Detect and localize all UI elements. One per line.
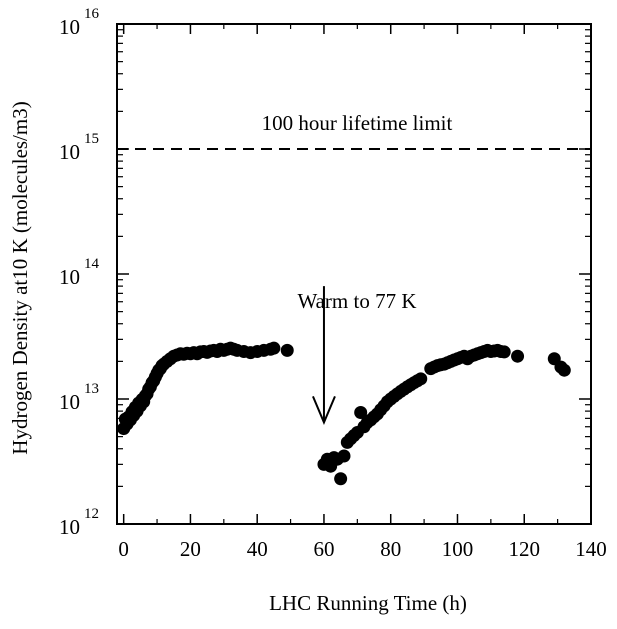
warm-annotation-label: Warm to 77 K bbox=[297, 289, 416, 313]
data-point bbox=[557, 363, 571, 377]
annotation-layer bbox=[312, 286, 336, 425]
y-tick-label: 10 bbox=[59, 515, 80, 539]
data-points bbox=[117, 341, 571, 486]
lifetime-limit-label: 100 hour lifetime limit bbox=[262, 111, 453, 135]
x-tick-label: 80 bbox=[380, 537, 401, 561]
y-tick-label: 10 bbox=[59, 15, 80, 39]
x-axis-title: LHC Running Time (h) bbox=[269, 591, 467, 615]
y-tick-exponent: 13 bbox=[84, 381, 99, 397]
x-tick-label: 20 bbox=[180, 537, 201, 561]
y-tick-label: 10 bbox=[59, 390, 80, 414]
data-point bbox=[354, 405, 368, 419]
data-point bbox=[337, 449, 351, 463]
y-tick-exponent: 15 bbox=[84, 131, 99, 147]
x-tick-label: 100 bbox=[442, 537, 474, 561]
warm-arrow-head bbox=[312, 395, 336, 425]
plot-frame bbox=[116, 23, 592, 525]
y-tick-exponent: 12 bbox=[84, 506, 99, 522]
y-tick-exponent: 14 bbox=[84, 256, 100, 272]
data-point bbox=[280, 343, 294, 357]
y-tick-exponent: 16 bbox=[84, 6, 100, 22]
data-point bbox=[334, 472, 348, 486]
x-tick-label: 40 bbox=[247, 537, 268, 561]
x-tick-label: 0 bbox=[118, 537, 129, 561]
x-tick-label: 120 bbox=[508, 537, 540, 561]
x-tick-label: 60 bbox=[313, 537, 334, 561]
data-point bbox=[414, 372, 428, 386]
axes bbox=[116, 23, 592, 525]
x-tick-label: 140 bbox=[575, 537, 607, 561]
y-tick-label: 10 bbox=[59, 140, 80, 164]
y-tick-label: 10 bbox=[59, 265, 80, 289]
data-point bbox=[267, 341, 281, 355]
data-point bbox=[497, 345, 511, 359]
y-axis-title: Hydrogen Density at10 K (molecules/m3) bbox=[8, 101, 32, 454]
data-point bbox=[511, 349, 525, 363]
